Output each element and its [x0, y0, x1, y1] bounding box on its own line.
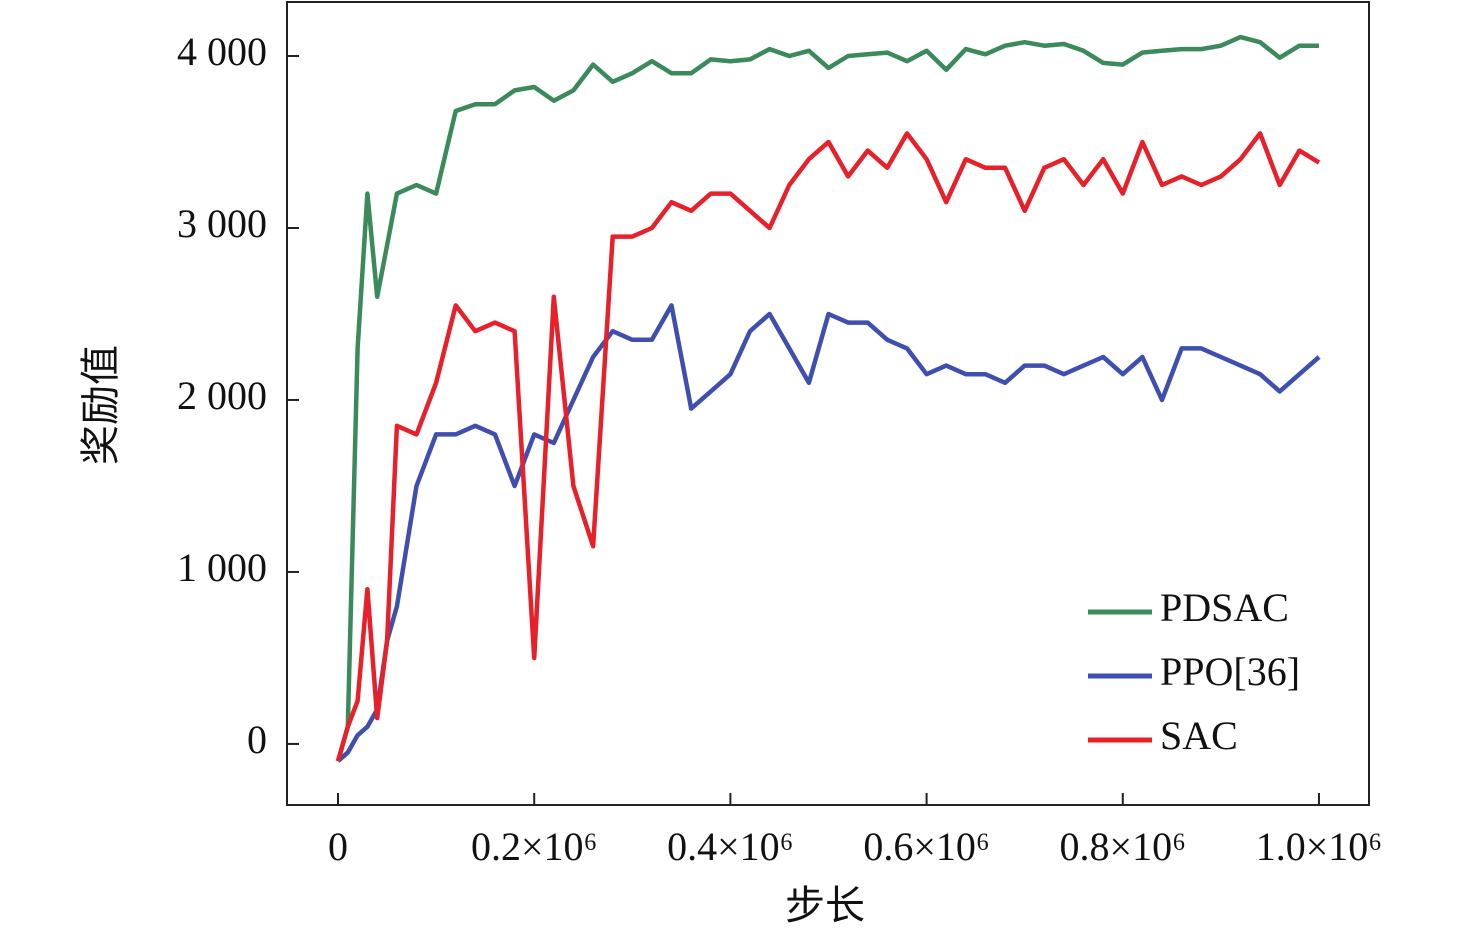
legend-label: PDSAC — [1160, 585, 1289, 630]
y-tick-label: 2 000 — [177, 373, 267, 418]
data-line — [336, 303, 1321, 763]
data-line — [335, 34, 1319, 762]
y-tick-label: 1 000 — [177, 545, 267, 590]
x-tick-label: 0.4×10⁶ — [667, 824, 794, 869]
y-tick-label: 3 000 — [177, 201, 267, 246]
x-axis-title: 步长 — [785, 883, 865, 928]
x-tick-label: 0.8×10⁶ — [1060, 824, 1187, 869]
y-axis-title: 奖励值 — [78, 345, 123, 465]
x-tick-label: 0.6×10⁶ — [863, 824, 990, 869]
x-tick-label: 0 — [328, 824, 348, 869]
data-line — [335, 131, 1321, 762]
legend-label: SAC — [1160, 713, 1238, 758]
plot-frame — [286, 1, 1370, 806]
y-tick-label: 4 000 — [177, 29, 267, 74]
x-tick-label: 0.2×10⁶ — [471, 824, 598, 869]
x-tick-label: 1.0×10⁶ — [1256, 824, 1383, 869]
legend-label: PPO[36] — [1160, 649, 1300, 694]
y-tick-label: 0 — [247, 717, 267, 762]
